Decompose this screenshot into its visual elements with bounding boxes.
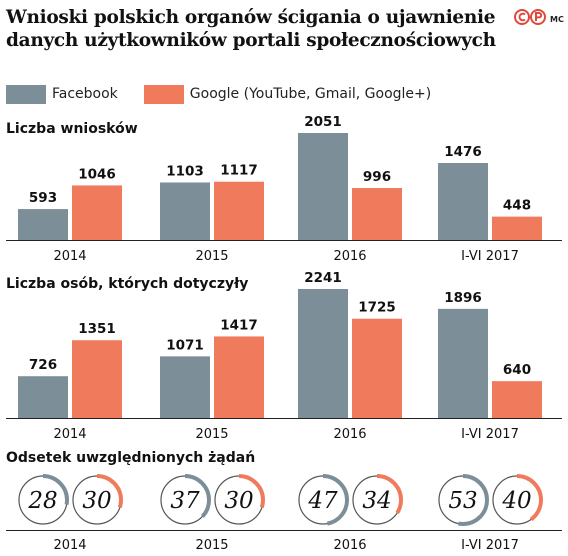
bar-label-2-google-i-vi-2017: 640: [503, 362, 531, 378]
x-tick-2-2015: 2015: [195, 427, 228, 442]
panel-title-2: Liczba osób, których dotyczyły: [6, 276, 248, 292]
ring-value-facebook-2014: 28: [27, 488, 57, 514]
chart-title: Wnioski polskich organów ścigania o ujaw…: [6, 6, 506, 52]
legend-swatch-google: [143, 84, 184, 104]
bar-2-facebook-2015: [160, 356, 210, 418]
bar-label-2-google-2015: 1417: [220, 317, 258, 333]
bar-label-1-facebook-2014: 593: [29, 190, 57, 206]
chart-title-line-2: danych użytkowników portali społeczności…: [6, 30, 496, 51]
bar-label-2-facebook-2016: 2241: [304, 270, 342, 286]
x-tick-2-2014: 2014: [53, 427, 86, 442]
bar-1-google-2014: [72, 185, 122, 240]
bar-2-google-i-vi-2017: [492, 381, 542, 418]
bar-2-google-2015: [214, 336, 264, 418]
bar-1-google-2016: [352, 188, 402, 240]
panel-title-1: Liczba wniosków: [6, 121, 138, 137]
x-tick-1-i-vi-2017: I-VI 2017: [461, 249, 519, 264]
ring-value-facebook-2015: 37: [170, 488, 200, 514]
legend-item-facebook: Facebook: [6, 84, 118, 104]
bar-2-facebook-2016: [298, 289, 348, 418]
bar-label-2-facebook-i-vi-2017: 1896: [444, 290, 482, 306]
x-tick-3-i-vi-2017: I-VI 2017: [461, 538, 519, 553]
bar-label-2-facebook-2015: 1071: [166, 337, 204, 353]
bar-label-1-facebook-2016: 2051: [304, 114, 342, 130]
x-tick-3-2016: 2016: [333, 538, 366, 553]
bar-2-facebook-2014: [18, 376, 68, 418]
bar-label-1-facebook-2015: 1103: [166, 163, 204, 179]
bar-1-google-i-vi-2017: [492, 216, 542, 240]
ring-value-facebook-2016: 47: [307, 488, 338, 514]
bar-2-google-2014: [72, 340, 122, 418]
bar-1-facebook-2014: [18, 209, 68, 240]
x-tick-3-2015: 2015: [195, 538, 228, 553]
legend-item-google: Google (YouTube, Gmail, Google+): [143, 84, 432, 104]
ring-value-google-2014: 30: [82, 488, 111, 514]
bar-label-1-facebook-i-vi-2017: 1476: [444, 144, 482, 160]
legend-label-google: Google (YouTube, Gmail, Google+): [189, 86, 432, 102]
ring-value-google-i-vi-2017: 40: [501, 488, 531, 514]
x-tick-1-2015: 2015: [195, 249, 228, 264]
bar-label-1-google-2014: 1046: [78, 166, 116, 182]
bar-label-1-google-2016: 996: [363, 169, 391, 185]
x-tick-2-i-vi-2017: I-VI 2017: [461, 427, 519, 442]
copyright-logo-icon: [514, 9, 546, 25]
chart-title-line-1: Wnioski polskich organów ścigania o ujaw…: [6, 7, 496, 28]
legend-label-facebook: Facebook: [52, 86, 118, 102]
ring-value-facebook-i-vi-2017: 53: [448, 488, 477, 514]
bar-label-2-facebook-2014: 726: [29, 357, 57, 373]
legend-swatch-facebook: [6, 84, 46, 104]
bar-label-2-google-2014: 1351: [78, 321, 116, 337]
ring-arc-facebook-2015: [159, 474, 211, 526]
author-initials: MC: [550, 15, 564, 24]
x-tick-3-2014: 2014: [53, 538, 86, 553]
x-tick-2-2016: 2016: [333, 427, 366, 442]
bar-2-facebook-i-vi-2017: [438, 308, 488, 418]
bar-1-facebook-2015: [160, 182, 210, 240]
ring-arc-facebook-2014: [17, 474, 69, 526]
bar-label-1-google-2015: 1117: [220, 163, 258, 179]
ring-arc-google-i-vi-2017: [491, 474, 543, 526]
ring-arc-google-2015: [213, 474, 265, 526]
x-tick-1-2014: 2014: [53, 249, 86, 264]
bar-1-google-2015: [214, 181, 264, 240]
x-tick-1-2016: 2016: [333, 249, 366, 264]
ring-value-google-2015: 30: [224, 488, 253, 514]
ring-arc-google-2016: [351, 474, 403, 526]
bar-label-1-google-i-vi-2017: 448: [503, 198, 531, 214]
bar-1-facebook-i-vi-2017: [438, 162, 488, 240]
ring-arc-facebook-i-vi-2017: [437, 474, 489, 526]
panel-title-3: Odsetek uwzględnionych żądań: [6, 450, 255, 466]
ring-arc-google-2014: [71, 474, 123, 526]
ring-value-google-2016: 34: [362, 488, 391, 514]
ring-arc-facebook-2016: [297, 474, 349, 526]
legend: Facebook Google (YouTube, Gmail, Google+…: [6, 83, 457, 105]
bar-1-facebook-2016: [298, 133, 348, 240]
bar-label-2-google-2016: 1725: [358, 300, 396, 316]
bar-2-google-2016: [352, 318, 402, 418]
